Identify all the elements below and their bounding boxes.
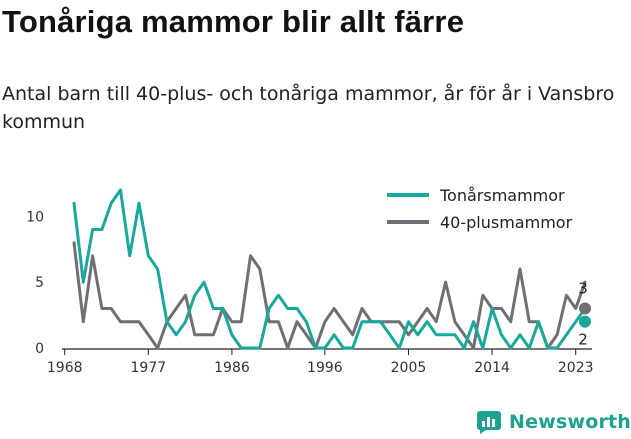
- x-tick-label: 1996: [307, 360, 343, 376]
- newsworthy-logo-icon: [477, 411, 501, 434]
- x-tick-label: 2005: [391, 360, 427, 376]
- end-point-tonarsmammor: [579, 315, 591, 328]
- series-line-40-plusmammor: [72, 241, 587, 350]
- chart-subtitle: Antal barn till 40-plus- och tonåriga ma…: [2, 83, 615, 133]
- legend-entry: Tonårsmammor: [439, 186, 565, 205]
- series-line-tonarsmammor: [72, 188, 587, 350]
- y-tick-label: 10: [26, 209, 44, 225]
- end-value-label: 3: [578, 280, 588, 298]
- x-tick-label: 1977: [131, 360, 167, 376]
- x-tick-label: 2023: [558, 360, 594, 376]
- legend-entry: 40-plusmammor: [440, 213, 573, 232]
- x-tick-label: 1986: [214, 360, 250, 376]
- y-tick-label: 0: [35, 341, 44, 357]
- end-point-40-plusmammor: [579, 302, 591, 315]
- x-tick-label: 1968: [47, 360, 83, 376]
- y-tick-label: 5: [35, 275, 44, 291]
- page-title: Tonåriga mammor blir allt färre: [2, 4, 465, 39]
- brand-logo: Newsworthy: [476, 407, 631, 437]
- brand-name: Newsworthy: [509, 411, 631, 433]
- x-tick-label: 2014: [474, 360, 510, 376]
- end-value-label: 2: [578, 331, 588, 349]
